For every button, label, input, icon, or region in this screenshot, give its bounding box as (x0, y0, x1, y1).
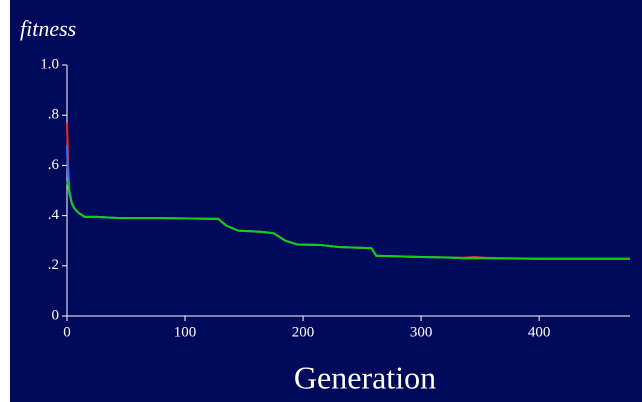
x-axis-label: Generation (294, 359, 436, 395)
y-tick-label: 0 (52, 307, 60, 323)
x-tick-label: 0 (63, 324, 71, 340)
y-tick-label: .6 (48, 157, 60, 173)
y-axis-label: fitness (20, 16, 76, 41)
x-tick-label: 100 (174, 324, 197, 340)
plot-background (10, 0, 642, 402)
y-tick-label: .2 (48, 257, 59, 273)
series-line (66, 180, 630, 260)
y-tick-label: .8 (48, 107, 59, 123)
x-tick-label: 400 (528, 324, 551, 340)
y-tick-label: 1.0 (40, 56, 59, 72)
x-tick-label: 200 (292, 324, 315, 340)
x-tick-label: 300 (410, 324, 433, 340)
y-tick-label: .4 (48, 207, 60, 223)
